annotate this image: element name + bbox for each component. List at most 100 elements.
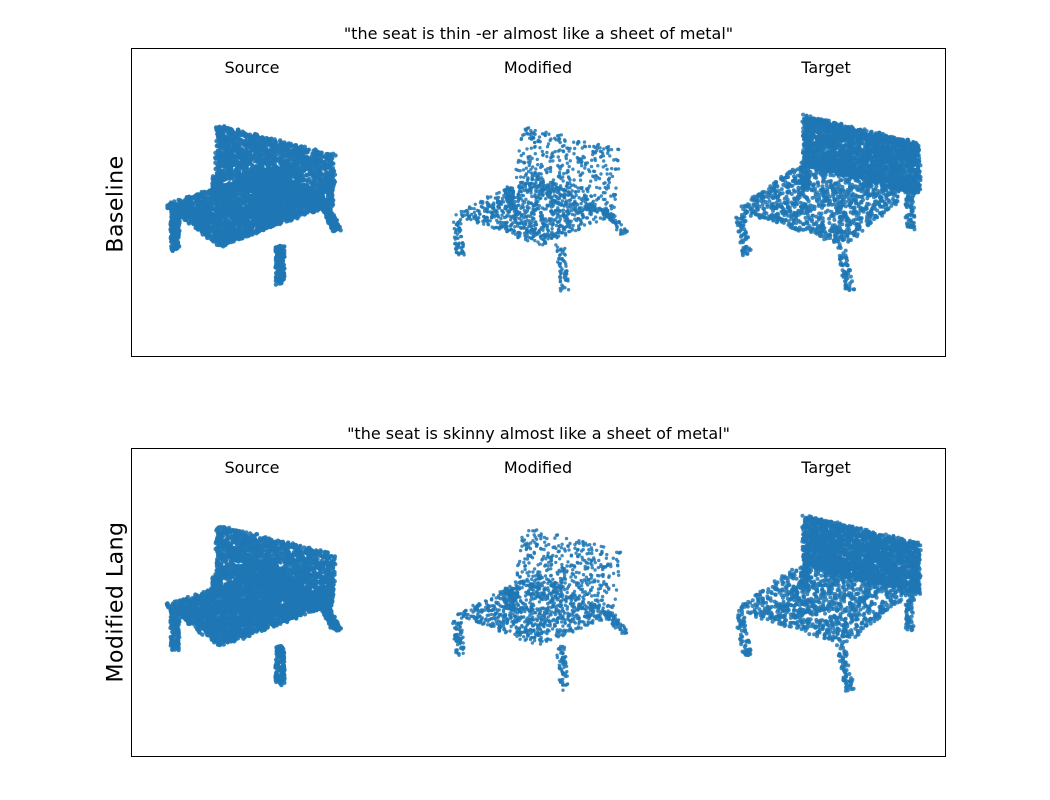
cloud-point: [166, 205, 171, 210]
cloud-point: [269, 219, 275, 225]
cloud-point: [242, 182, 247, 187]
cloud-point: [225, 163, 231, 168]
cloud-point: [202, 227, 207, 232]
cloud-point: [256, 187, 261, 192]
cloud-point: [295, 211, 301, 217]
cloud-point: [325, 193, 331, 199]
cloud-point: [248, 158, 253, 163]
cloud-point: [205, 233, 211, 238]
cloud-point: [241, 130, 247, 136]
cloud-point: [231, 222, 236, 227]
cloud-point: [226, 130, 231, 136]
cloud-point: [244, 137, 249, 143]
cloud-point: [231, 210, 236, 215]
cloud-point: [237, 231, 242, 237]
cloud-point: [290, 156, 295, 162]
cloud-point: [255, 224, 261, 229]
cloud-point: [576, 170, 581, 174]
cloud-point: [215, 239, 220, 244]
cloud-point: [278, 274, 283, 279]
cloud-point: [232, 184, 238, 189]
cloud-point: [284, 202, 289, 207]
cloud-point: [329, 185, 334, 190]
cloud-point: [282, 146, 288, 152]
cloud-point: [296, 146, 302, 151]
cloud-point: [236, 170, 241, 176]
cloud-point: [214, 143, 219, 149]
cloud-point: [250, 206, 256, 211]
cloud-point: [273, 282, 279, 287]
cloud-point: [269, 216, 274, 221]
cloud-point: [236, 201, 242, 206]
cloud-point: [232, 200, 237, 206]
cloud-point: [207, 209, 213, 215]
cloud-point: [269, 136, 274, 141]
cloud-point: [284, 182, 289, 187]
cloud-point: [610, 174, 615, 179]
cloud-point: [260, 217, 266, 222]
cloud-point: [270, 144, 275, 149]
point-cloud-modified-baseline: [452, 126, 629, 293]
cloud-point: [245, 203, 250, 208]
col-label-target: Target: [726, 58, 926, 77]
cloud-point: [303, 190, 309, 195]
cloud-point: [243, 227, 248, 232]
cloud-point: [234, 167, 240, 172]
cloud-point: [185, 199, 190, 205]
cloud-point: [309, 158, 315, 163]
cloud-point: [211, 239, 216, 244]
cloud-point: [330, 202, 336, 207]
cloud-point: [276, 256, 282, 262]
cloud-point: [294, 160, 300, 165]
cloud-point: [229, 166, 234, 171]
cloud-point: [221, 163, 226, 169]
cloud-point: [218, 190, 224, 195]
cloud-point: [296, 207, 301, 212]
cloud-point: [170, 248, 175, 253]
cloud-point: [240, 206, 246, 212]
cloud-point: [218, 239, 223, 244]
cloud-point: [218, 208, 223, 213]
cloud-point: [226, 157, 232, 162]
cloud-point: [237, 155, 243, 160]
cloud-point: [236, 227, 242, 233]
cloud-point: [240, 171, 246, 177]
cloud-point: [273, 185, 278, 190]
cloud-point: [294, 189, 299, 194]
cloud-point: [216, 183, 222, 188]
cloud-point: [293, 201, 298, 207]
cloud-point: [250, 188, 255, 194]
cloud-point: [325, 151, 330, 157]
cloud-point: [278, 244, 283, 249]
cloud-point: [279, 191, 285, 197]
cloud-point: [294, 153, 300, 159]
cloud-point: [177, 221, 182, 226]
cloud-point: [278, 170, 284, 175]
cloud-point: [288, 167, 293, 173]
cloud-point: [267, 169, 272, 175]
cloud-point: [576, 189, 581, 193]
cloud-point: [226, 175, 231, 180]
cloud-point: [333, 223, 338, 228]
cloud-point: [194, 192, 199, 197]
cloud-point: [212, 207, 218, 212]
cloud-point: [317, 163, 322, 168]
cloud-point: [213, 222, 219, 228]
cloud-point: [276, 200, 282, 205]
col-label-modified: Modified: [438, 58, 638, 77]
cloud-point: [218, 202, 223, 207]
cloud-point: [279, 280, 284, 286]
cloud-point: [212, 181, 217, 187]
cloud-point: [302, 204, 307, 209]
cloud-point: [168, 228, 174, 233]
cloud-point: [237, 161, 242, 166]
cloud-point: [240, 166, 245, 171]
cloud-point: [304, 173, 309, 178]
cloud-point: [262, 156, 268, 162]
cloud-point: [246, 151, 251, 157]
cloud-point: [269, 203, 275, 209]
cloud-point: [323, 167, 328, 173]
cloud-point: [229, 172, 234, 177]
cloud-point: [273, 247, 279, 252]
cloud-point: [194, 212, 199, 217]
